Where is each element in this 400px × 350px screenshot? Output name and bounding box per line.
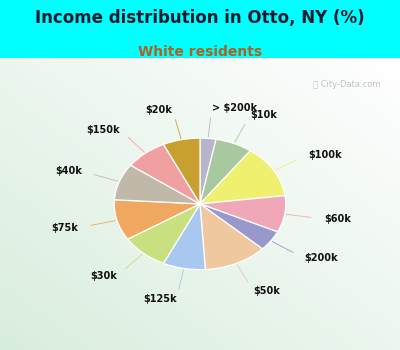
Wedge shape [200, 204, 278, 249]
Wedge shape [200, 139, 250, 204]
Text: > $200k: > $200k [212, 103, 257, 113]
Wedge shape [164, 138, 200, 204]
Text: $20k: $20k [146, 105, 172, 115]
Text: Income distribution in Otto, NY (%): Income distribution in Otto, NY (%) [35, 9, 365, 27]
Text: Ⓜ City-Data.com: Ⓜ City-Data.com [314, 80, 381, 89]
Wedge shape [200, 196, 286, 232]
Text: $75k: $75k [51, 223, 78, 233]
Text: $40k: $40k [55, 166, 82, 176]
Wedge shape [128, 204, 200, 263]
Wedge shape [164, 204, 205, 270]
Wedge shape [114, 200, 200, 239]
Text: $125k: $125k [143, 294, 176, 303]
Wedge shape [131, 145, 200, 204]
Text: $60k: $60k [324, 214, 351, 224]
Text: $150k: $150k [86, 125, 120, 134]
Text: $200k: $200k [304, 253, 338, 263]
Wedge shape [114, 165, 200, 204]
Wedge shape [200, 138, 216, 204]
Text: $30k: $30k [90, 271, 117, 281]
Text: $10k: $10k [250, 110, 277, 120]
Text: $50k: $50k [254, 286, 280, 296]
Text: $100k: $100k [308, 150, 342, 160]
Wedge shape [200, 151, 285, 204]
Text: White residents: White residents [138, 45, 262, 59]
Wedge shape [200, 204, 262, 270]
